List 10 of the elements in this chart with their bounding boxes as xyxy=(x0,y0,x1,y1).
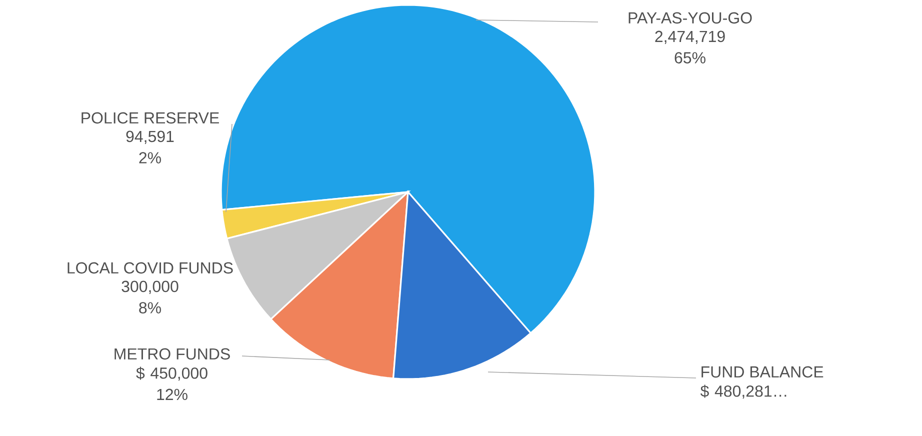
data-label: $ 450,000 12% xyxy=(136,366,208,400)
slice-label: FUND BALANCE xyxy=(702,366,824,378)
data-label: 300,000 8% xyxy=(122,280,178,314)
data-label: 94,591 2% xyxy=(126,130,174,164)
slice-label: POLICE RESERVE xyxy=(82,112,219,124)
data-label: 2,474,719 65% xyxy=(655,30,725,64)
slice-label: METRO FUNDS xyxy=(114,348,230,360)
data-label: $ 480,281… xyxy=(700,384,786,399)
slice-label: PAY-AS-YOU-GO xyxy=(628,12,752,24)
slice-label: LOCAL COVID FUNDS xyxy=(68,262,233,274)
